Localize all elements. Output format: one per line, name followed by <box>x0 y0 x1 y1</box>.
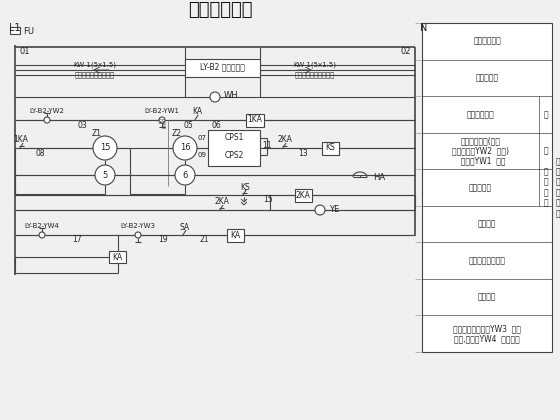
Text: 控
制
回
路: 控 制 回 路 <box>543 168 548 207</box>
Text: 6: 6 <box>183 171 188 179</box>
Text: 19: 19 <box>158 236 168 244</box>
Text: KW-1(5x1.5): KW-1(5x1.5) <box>73 62 116 68</box>
Text: KA: KA <box>192 108 202 116</box>
Circle shape <box>95 165 115 185</box>
Text: 11: 11 <box>262 141 272 150</box>
Text: KS: KS <box>240 183 250 192</box>
Text: 时间继电器: 时间继电器 <box>469 183 492 192</box>
Text: 01: 01 <box>19 47 30 57</box>
Text: CPS2: CPS2 <box>225 150 244 160</box>
Text: 至高位水箱液位传感器: 至高位水箱液位传感器 <box>295 72 335 78</box>
Text: KA: KA <box>230 231 240 239</box>
Text: LY-B2-YW2: LY-B2-YW2 <box>30 108 64 114</box>
Text: 控制电源保护: 控制电源保护 <box>473 37 501 46</box>
Text: Z1: Z1 <box>92 129 102 137</box>
Circle shape <box>93 136 117 160</box>
Circle shape <box>39 232 45 238</box>
Bar <box>295 189 311 202</box>
Text: LY-B2 液位控制仪: LY-B2 液位控制仪 <box>200 63 245 71</box>
Text: 液位控制仪: 液位控制仪 <box>475 74 498 82</box>
Text: Z2: Z2 <box>172 129 182 137</box>
Text: LY-B2-YW3: LY-B2-YW3 <box>120 223 156 229</box>
Bar <box>109 251 126 263</box>
Text: L1: L1 <box>9 23 21 33</box>
Text: 控制电源显示: 控制电源显示 <box>466 110 494 119</box>
Text: N: N <box>420 23 427 33</box>
Text: LY-B2-YW4: LY-B2-YW4 <box>25 223 59 229</box>
Text: 09: 09 <box>197 152 206 158</box>
Bar <box>226 228 244 241</box>
Text: 17: 17 <box>72 236 82 244</box>
Text: 2KA: 2KA <box>278 136 292 144</box>
Text: 低位水箱下限水位YW3  采轮
停泵,高水位YW4  联锁解除: 低位水箱下限水位YW3 采轮 停泵,高水位YW4 联锁解除 <box>453 324 521 344</box>
Text: HA: HA <box>373 173 385 181</box>
Circle shape <box>315 205 325 215</box>
Text: S: S <box>162 124 166 130</box>
Bar <box>246 113 264 126</box>
Circle shape <box>210 92 220 102</box>
Text: KA: KA <box>112 252 122 262</box>
Text: 2KA: 2KA <box>296 191 310 200</box>
Text: 08: 08 <box>35 149 45 158</box>
Text: 2KA: 2KA <box>214 197 230 207</box>
Text: 07: 07 <box>197 135 206 141</box>
Text: 15: 15 <box>263 195 273 205</box>
Text: 位: 位 <box>543 147 548 155</box>
Circle shape <box>159 117 165 123</box>
Circle shape <box>175 165 195 185</box>
Text: SS: SS <box>157 119 166 125</box>
Bar <box>422 23 552 352</box>
Text: LY-B2-YW1: LY-B2-YW1 <box>144 108 180 114</box>
Text: 15: 15 <box>100 144 110 152</box>
Text: 事故信号: 事故信号 <box>478 293 496 302</box>
Text: 06: 06 <box>211 121 221 129</box>
Circle shape <box>135 232 141 238</box>
Bar <box>321 142 338 155</box>
Text: CPS1: CPS1 <box>225 134 244 142</box>
Text: 备用泵自投继电器: 备用泵自投继电器 <box>469 256 506 265</box>
Text: 1KA: 1KA <box>248 116 263 124</box>
Text: 21: 21 <box>199 236 209 244</box>
Text: 5: 5 <box>102 171 108 179</box>
Text: 03: 03 <box>77 121 87 129</box>
Text: 至低位水箱液位传感器: 至低位水箱液位传感器 <box>75 72 115 78</box>
Text: KW-1(5x1.5): KW-1(5x1.5) <box>293 62 337 68</box>
Text: 液位控制原理: 液位控制原理 <box>188 1 252 19</box>
Text: 1KA: 1KA <box>13 136 29 144</box>
Text: WH: WH <box>224 92 239 100</box>
Bar <box>10 27 20 34</box>
Text: 事故音响: 事故音响 <box>478 220 496 228</box>
Text: FU: FU <box>23 26 34 36</box>
Bar <box>185 59 260 77</box>
Text: 水
位
控
制
回
路: 水 位 控 制 回 路 <box>556 157 560 218</box>
Text: 13: 13 <box>298 149 308 158</box>
Text: 水: 水 <box>543 110 548 119</box>
Text: YE: YE <box>329 205 339 215</box>
Text: KS: KS <box>325 144 335 152</box>
Text: 水位自动控制(高位
水箱低水位YW2  开泵)
  高水位YW1  停泵: 水位自动控制(高位 水箱低水位YW2 开泵) 高水位YW1 停泵 <box>452 136 509 166</box>
Circle shape <box>173 136 197 160</box>
Bar <box>208 130 260 166</box>
Text: 16: 16 <box>180 144 190 152</box>
Text: SA: SA <box>180 223 190 231</box>
Circle shape <box>44 117 50 123</box>
Text: 02: 02 <box>400 47 411 57</box>
Text: 05: 05 <box>183 121 193 129</box>
